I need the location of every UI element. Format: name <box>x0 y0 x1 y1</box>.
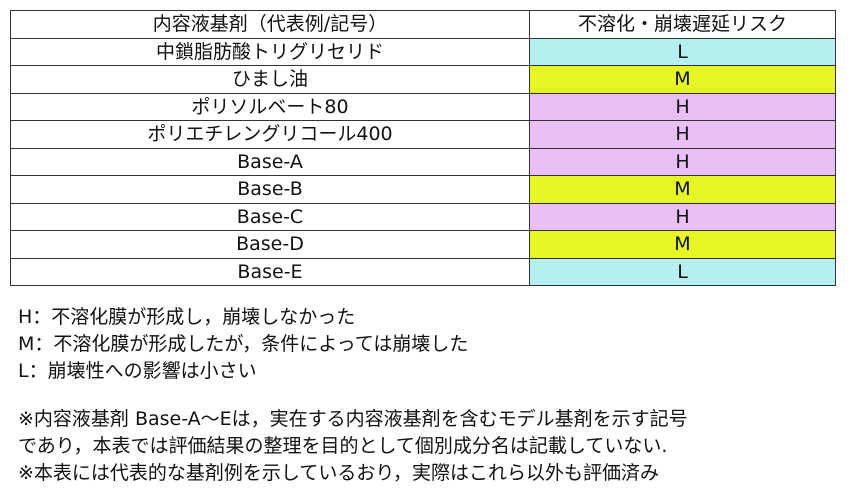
risk-cell: L <box>529 257 836 286</box>
base-cell: Base-A <box>10 147 530 176</box>
header-row: 内容液基剤（代表例/記号） 不溶化・崩壊遅延リスク <box>10 10 836 39</box>
table-row: ポリエチレングリコール400 H <box>10 120 836 149</box>
table-row: Base-C H <box>10 202 836 231</box>
base-cell: Base-E <box>10 257 530 286</box>
header-risk: 不溶化・崩壊遅延リスク <box>529 10 836 39</box>
note-line-2: であり，本表では評価結果の整理を目的として個別成分名は記載していない. <box>18 435 668 457</box>
base-cell: ポリエチレングリコール400 <box>10 120 530 149</box>
base-cell: Base-C <box>10 202 530 231</box>
base-cell: Base-B <box>10 175 530 204</box>
risk-cell: M <box>529 175 836 204</box>
risk-cell: H <box>529 120 836 149</box>
base-cell: ポリソルベート80 <box>10 92 530 121</box>
legend-l: L：崩壊性への影響は小さい <box>18 360 257 382</box>
table-row: ポリソルベート80 H <box>10 92 836 121</box>
base-cell: Base-D <box>10 230 530 259</box>
notes: H：不溶化膜が形成し，崩壊しなかった M：不溶化膜が形成したが，条件によっては崩… <box>18 304 688 487</box>
legend-m: M：不溶化膜が形成したが，条件によっては崩壊した <box>18 333 469 355</box>
risk-cell: H <box>529 92 836 121</box>
base-cell: 中鎖脂肪酸トリグリセリド <box>10 37 530 66</box>
risk-cell: M <box>529 65 836 94</box>
table-row: Base-D M <box>10 230 836 259</box>
table-row: ひまし油 M <box>10 65 836 94</box>
base-cell: ひまし油 <box>10 65 530 94</box>
note-line-3: ※本表には代表的な基剤例を示しているおり，実際はこれら以外も評価済み <box>18 462 660 484</box>
risk-cell: H <box>529 202 836 231</box>
table-row: Base-E L <box>10 257 836 286</box>
table-row: Base-B M <box>10 175 836 204</box>
table-row: Base-A H <box>10 147 836 176</box>
risk-cell: H <box>529 147 836 176</box>
risk-table: 内容液基剤（代表例/記号） 不溶化・崩壊遅延リスク 中鎖脂肪酸トリグリセリド L ひ… <box>10 10 836 286</box>
note-line-1: ※内容液基剤 Base-A～Eは，実在する内容液基剤を含むモデル基剤を示す記号 <box>18 408 688 430</box>
risk-cell: L <box>529 37 836 66</box>
header-base: 内容液基剤（代表例/記号） <box>10 10 530 39</box>
risk-cell: M <box>529 230 836 259</box>
legend-h: H：不溶化膜が形成し，崩壊しなかった <box>18 306 356 328</box>
table-row: 中鎖脂肪酸トリグリセリド L <box>10 37 836 66</box>
